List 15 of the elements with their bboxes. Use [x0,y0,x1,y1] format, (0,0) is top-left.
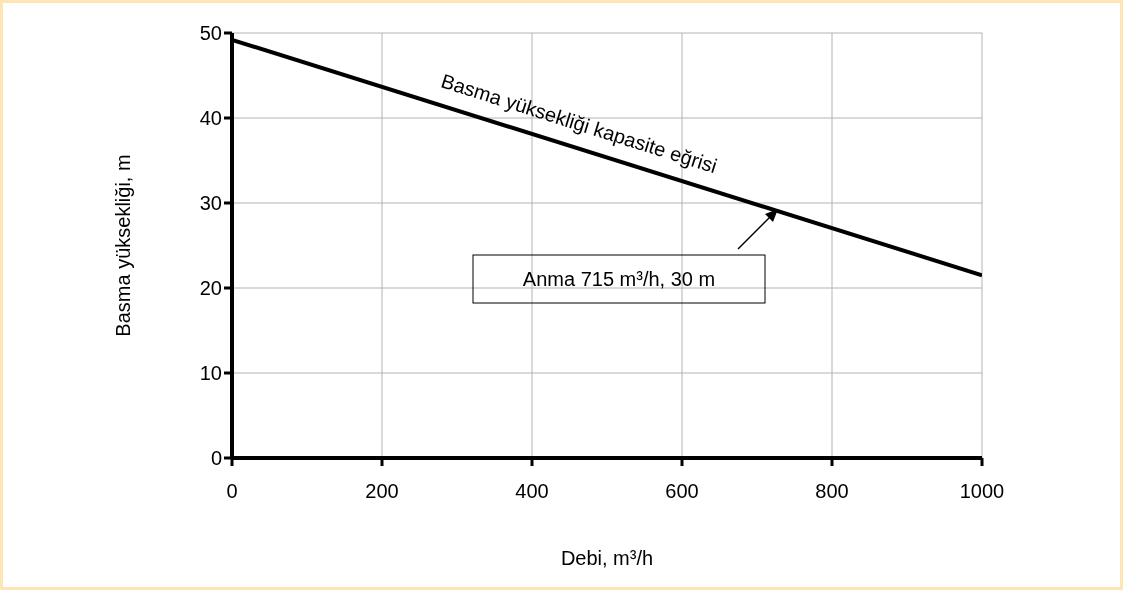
x-tick-label: 400 [515,480,549,503]
annotation: Anma 715 m³/h, 30 m [522,268,716,290]
y-tick-label: 20 [199,277,222,300]
x-axis-title: Debi, m³/h [560,547,654,569]
x-tick-label: 1000 [959,480,1005,503]
x-tick-label: 600 [665,480,699,503]
y-tick-label: 30 [199,192,222,215]
x-tick-label: 800 [815,480,849,503]
y-tick-label: 0 [210,447,222,470]
y-axis-title: Basma yüksekliği, m [112,154,135,337]
y-tick-label: 40 [199,107,222,130]
x-tick-label: 200 [365,480,399,503]
y-tick-label: 50 [199,22,222,45]
x-tick-label: 0 [226,480,238,503]
y-tick-label: 10 [199,362,222,385]
